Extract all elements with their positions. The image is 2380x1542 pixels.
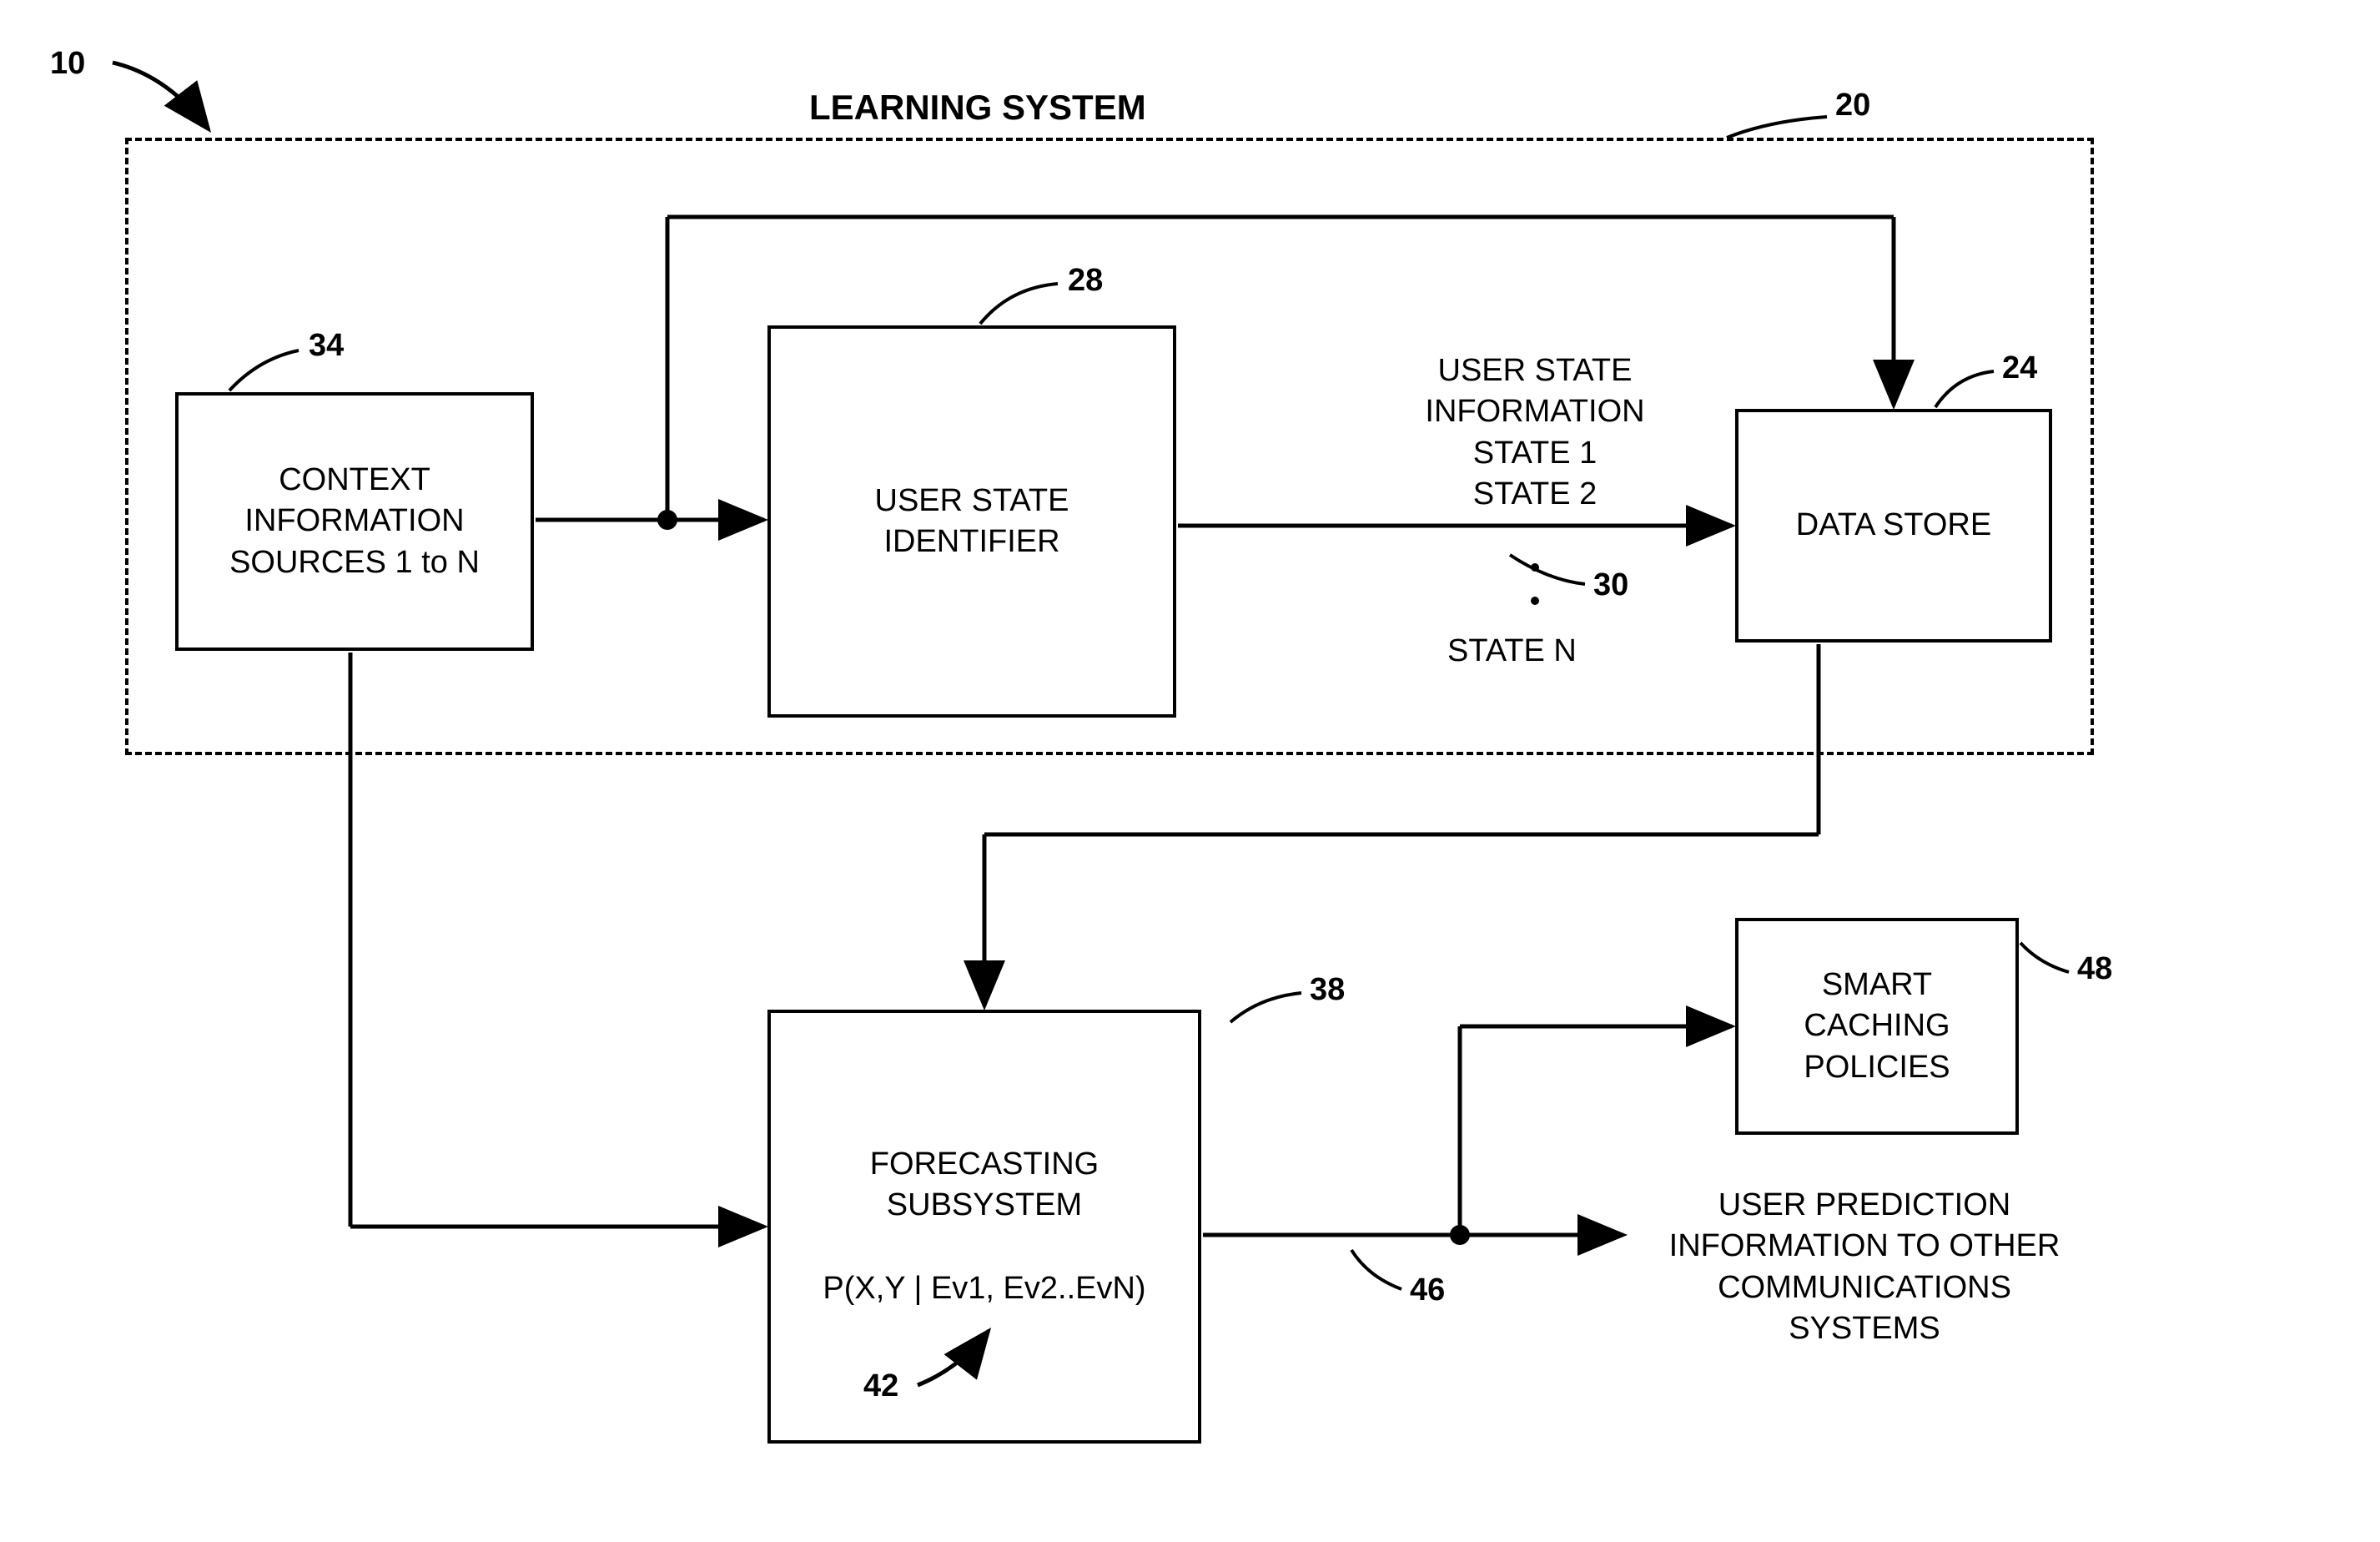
label-text: 10: [50, 46, 85, 81]
user-state-n-text: STATE N: [1447, 631, 1577, 672]
label-text: 24: [2002, 350, 2037, 386]
label-text: 20: [1835, 88, 1870, 123]
box-text: SMARTCACHINGPOLICIES: [1804, 965, 1950, 1088]
smart-caching-label: 48: [2077, 951, 2112, 987]
system-diagram: 10 LEARNING SYSTEM 20 CONTEXTINFORMATION…: [0, 0, 2380, 1542]
box-text: USER STATEIDENTIFIER: [875, 481, 1069, 563]
box-text: CONTEXTINFORMATIONSOURCES 1 to N: [229, 460, 480, 583]
learning-system-title: LEARNING SYSTEM: [809, 88, 1146, 128]
label-text: 42: [863, 1368, 898, 1403]
context-sources-box: CONTEXTINFORMATIONSOURCES 1 to N: [175, 392, 534, 651]
formula-text: P(X,Y | Ev1, Ev2..EvN): [823, 1268, 1145, 1309]
forecasting-box: FORECASTINGSUBSYSTEM P(X,Y | Ev1, Ev2..E…: [767, 1010, 1201, 1444]
output-label: 46: [1410, 1272, 1445, 1308]
title-text: LEARNING SYSTEM: [809, 88, 1146, 127]
user-state-info-label: 30: [1593, 567, 1628, 603]
box-text: FORECASTINGSUBSYSTEM: [870, 1144, 1099, 1227]
user-state-identifier-box: USER STATEIDENTIFIER: [767, 325, 1176, 718]
label-text: 28: [1068, 263, 1103, 298]
context-sources-label: 34: [309, 328, 344, 364]
system-ref-label: 10: [50, 46, 85, 82]
user-prediction-text: USER PREDICTIONINFORMATION TO OTHERCOMMU…: [1627, 1185, 2102, 1350]
learning-system-label: 20: [1835, 88, 1870, 123]
state-n: STATE N: [1447, 633, 1577, 668]
forecasting-label: 38: [1310, 972, 1345, 1008]
formula-label: 42: [863, 1368, 898, 1404]
data-store-box: DATA STORE: [1735, 409, 2052, 642]
label-text: 46: [1410, 1272, 1445, 1308]
label-text: 34: [309, 328, 344, 363]
smart-caching-box: SMARTCACHINGPOLICIES: [1735, 918, 2019, 1135]
user-state-identifier-label: 28: [1068, 263, 1103, 299]
label-text: 38: [1310, 972, 1345, 1007]
box-text: DATA STORE: [1796, 505, 1991, 546]
label-text: 48: [2077, 951, 2112, 986]
label-text: 30: [1593, 567, 1628, 602]
data-store-label: 24: [2002, 350, 2037, 386]
user-state-info-text: USER STATEINFORMATIONSTATE 1STATE 2: [1360, 350, 1710, 516]
